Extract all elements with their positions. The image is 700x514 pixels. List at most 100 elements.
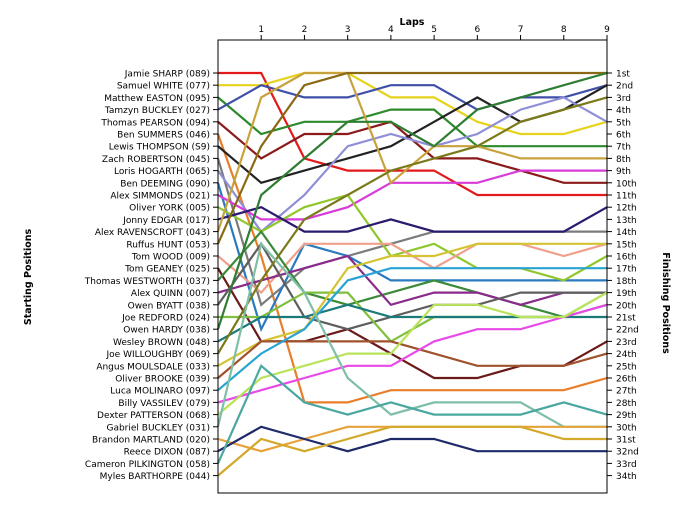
- driver-position-line: [217, 267, 607, 392]
- finishing-position-label: 18th: [616, 277, 637, 287]
- driver-position-line: [216, 133, 608, 404]
- starting-position-label: Gabriel BUCKLEY (031): [106, 423, 210, 433]
- finishing-position-label: 30th: [616, 423, 637, 433]
- x-tick-label: 2: [302, 25, 308, 35]
- driver-position-line: [217, 96, 608, 355]
- finishing-position-label: 27th: [616, 387, 637, 397]
- starting-position-label: Myles BARTHORPE (044): [100, 472, 210, 482]
- finishing-position-label: 12th: [616, 204, 637, 214]
- finishing-position-label: 15th: [616, 240, 637, 250]
- finishing-position-label: 9th: [616, 167, 631, 177]
- finishing-position-label: 25th: [616, 362, 637, 372]
- finishing-position-label: 20th: [616, 301, 637, 311]
- starting-position-label: Ruffus HUNT (053): [126, 240, 210, 250]
- starting-position-label: Brandon MARTLAND (020): [92, 436, 210, 446]
- x-tick-label: 5: [431, 25, 437, 35]
- driver-position-line: [217, 254, 607, 307]
- series-lines: [216, 71, 608, 477]
- driver-position-line: [217, 120, 607, 184]
- finishing-position-label: 16th: [616, 253, 637, 263]
- finishing-position-label: 1st: [616, 70, 630, 80]
- finishing-position-label: 23rd: [616, 338, 637, 348]
- driver-position-line: [217, 425, 607, 477]
- y-axis-title-right: Finishing Positions: [660, 252, 671, 354]
- finishing-position-label: 32nd: [616, 448, 639, 458]
- x-tick-label: 9: [604, 25, 610, 35]
- x-tick-label: 1: [258, 25, 264, 35]
- starting-position-label: Jamie SHARP (089): [124, 70, 210, 80]
- x-tick-label: 8: [561, 25, 567, 35]
- driver-position-line: [217, 206, 608, 233]
- driver-position-line: [216, 71, 607, 245]
- starting-position-label: Cameron PILKINGTON (058): [85, 460, 210, 470]
- finishing-position-label: 17th: [616, 265, 637, 275]
- finishing-position-label: 5th: [616, 118, 631, 128]
- starting-position-label: Alex SIMMONDS (021): [110, 192, 210, 202]
- starting-position-label: Luca MOLINARO (097): [110, 387, 210, 397]
- starting-position-label: Loris HOGARTH (065): [114, 167, 210, 177]
- finishing-position-label: 29th: [616, 411, 637, 421]
- finishing-position-label: 34th: [616, 472, 637, 482]
- driver-position-line: [216, 71, 608, 330]
- driver-position-line: [217, 84, 608, 111]
- finishing-position-label: 33rd: [616, 460, 637, 470]
- starting-position-label: Reece DIXON (087): [124, 448, 210, 458]
- x-tick-label: 3: [345, 25, 351, 35]
- driver-position-line: [216, 182, 607, 333]
- x-axis-title: Laps: [400, 17, 425, 28]
- starting-position-label: Alex RAVENSCROFT (043): [95, 228, 210, 238]
- starting-position-label: Thomas WESTWORTH (037): [84, 277, 210, 287]
- starting-position-label: Tamzyn BUCKLEY (027): [104, 106, 210, 116]
- starting-position-label: Ben DEEMING (090): [120, 179, 210, 189]
- finishing-position-label: 31st: [616, 436, 636, 446]
- starting-position-label: Oliver BROOKE (039): [115, 375, 210, 385]
- finishing-position-label: 7th: [616, 143, 631, 153]
- starting-position-label: Owen HARDY (038): [123, 326, 210, 336]
- driver-position-line: [217, 291, 608, 416]
- starting-position-label: Matthew EASTON (095): [104, 94, 210, 104]
- starting-position-label: Alex QUINN (007): [131, 289, 210, 299]
- starting-position-label: Angus MOULSDALE (033): [96, 362, 210, 372]
- starting-position-label: Owen BYATT (038): [128, 301, 210, 311]
- driver-position-line: [216, 364, 608, 464]
- x-tick-label: 6: [474, 25, 480, 35]
- starting-position-label: Joe WILLOUGHBY (069): [106, 350, 210, 360]
- starting-position-label: Billy VASSILEV (079): [118, 399, 210, 409]
- finishing-position-label: 10th: [616, 179, 637, 189]
- axis-labels: 1 2 3 4 5 6 7 8 9 Jamie SHARP (089) Samuel WHITE (…: [84, 25, 639, 482]
- plot-frame: [217, 39, 608, 494]
- finishing-position-label: 11th: [616, 192, 637, 202]
- starting-position-label: Tom GEANEY (025): [124, 265, 210, 275]
- finishing-position-label: 19th: [616, 289, 637, 299]
- starting-position-label: Thomas PEARSON (094): [100, 118, 210, 128]
- starting-position-label: Wesley BROWN (048): [113, 338, 210, 348]
- y-axis-title-left: Starting Positions: [23, 229, 34, 326]
- x-tick-label: 4: [388, 25, 394, 35]
- driver-position-line: [218, 71, 608, 136]
- finishing-position-label: 26th: [616, 375, 637, 385]
- starting-position-label: Ben SUMMERS (046): [117, 131, 210, 141]
- finishing-position-label: 21st: [616, 314, 636, 324]
- driver-position-line: [217, 303, 608, 404]
- starting-position-label: Jonny EDGAR (017): [122, 216, 210, 226]
- starting-position-label: Joe REDFORD (024): [121, 314, 210, 324]
- finishing-position-label: 4th: [616, 106, 631, 116]
- finishing-position-label: 14th: [616, 228, 637, 238]
- driver-position-line: [217, 340, 608, 379]
- driver-position-line: [217, 425, 607, 453]
- starting-position-label: Oliver YORK (005): [129, 204, 210, 214]
- starting-position-label: Tom WOOD (009): [131, 253, 210, 263]
- driver-position-line: [217, 242, 607, 367]
- finishing-position-label: 3rd: [616, 94, 631, 104]
- finishing-position-label: 13th: [616, 216, 637, 226]
- starting-position-label: Lewis THOMPSON (S9): [109, 143, 210, 153]
- starting-position-label: Dexter PATTERSON (068): [97, 411, 210, 421]
- driver-position-line: [217, 267, 608, 380]
- axes: [213, 35, 612, 494]
- starting-position-label: Samuel WHITE (077): [117, 82, 210, 92]
- starting-position-label: Zach ROBERTSON (045): [102, 155, 210, 165]
- finishing-position-label: 6th: [616, 131, 631, 141]
- driver-position-line: [217, 96, 608, 234]
